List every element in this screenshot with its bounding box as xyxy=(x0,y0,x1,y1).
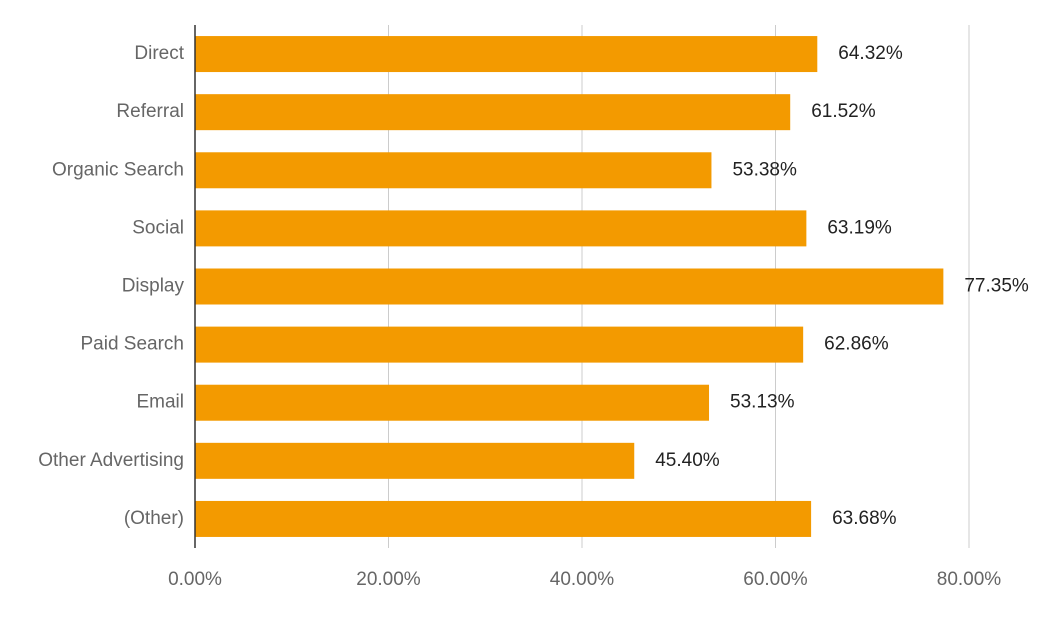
bar xyxy=(195,210,807,247)
data-label: 77.35% xyxy=(964,276,1029,297)
data-label: 53.13% xyxy=(730,392,795,413)
category-label: Paid Search xyxy=(80,334,184,355)
category-label: Organic Search xyxy=(52,159,184,180)
x-tick-label: 0.00% xyxy=(168,569,222,590)
bar xyxy=(195,384,710,421)
bar xyxy=(195,326,804,363)
category-label: Display xyxy=(122,276,185,297)
bar xyxy=(195,94,791,131)
x-axis-tick-labels: 0.00% 20.00% 40.00% 60.00% 80.00% xyxy=(168,569,1001,590)
data-label: 63.68% xyxy=(832,508,897,529)
data-label: 63.19% xyxy=(827,217,892,238)
bar xyxy=(195,500,812,537)
bar xyxy=(195,152,712,189)
data-label: 53.38% xyxy=(732,159,797,180)
bar xyxy=(195,36,818,73)
data-label: 62.86% xyxy=(824,334,889,355)
category-label: Social xyxy=(132,217,184,238)
category-labels: Direct Referral Organic Search Social Displa… xyxy=(38,43,184,529)
bar xyxy=(195,442,635,479)
x-tick-label: 60.00% xyxy=(743,569,808,590)
category-label: Referral xyxy=(116,101,184,122)
category-label: Other Advertising xyxy=(38,450,184,471)
x-tick-label: 20.00% xyxy=(356,569,421,590)
data-label: 64.32% xyxy=(838,43,903,64)
x-tick-label: 40.00% xyxy=(550,569,615,590)
bar xyxy=(195,268,944,305)
category-label: Email xyxy=(136,392,184,413)
data-labels: 64.32% 61.52% 53.38% 63.19% 77.35% 62.86% 53.1… xyxy=(655,43,1029,529)
data-label: 61.52% xyxy=(811,101,876,122)
category-label: Direct xyxy=(134,43,184,64)
data-label: 45.40% xyxy=(655,450,720,471)
bars xyxy=(195,36,944,537)
x-tick-label: 80.00% xyxy=(937,569,1002,590)
category-label: (Other) xyxy=(124,508,184,529)
